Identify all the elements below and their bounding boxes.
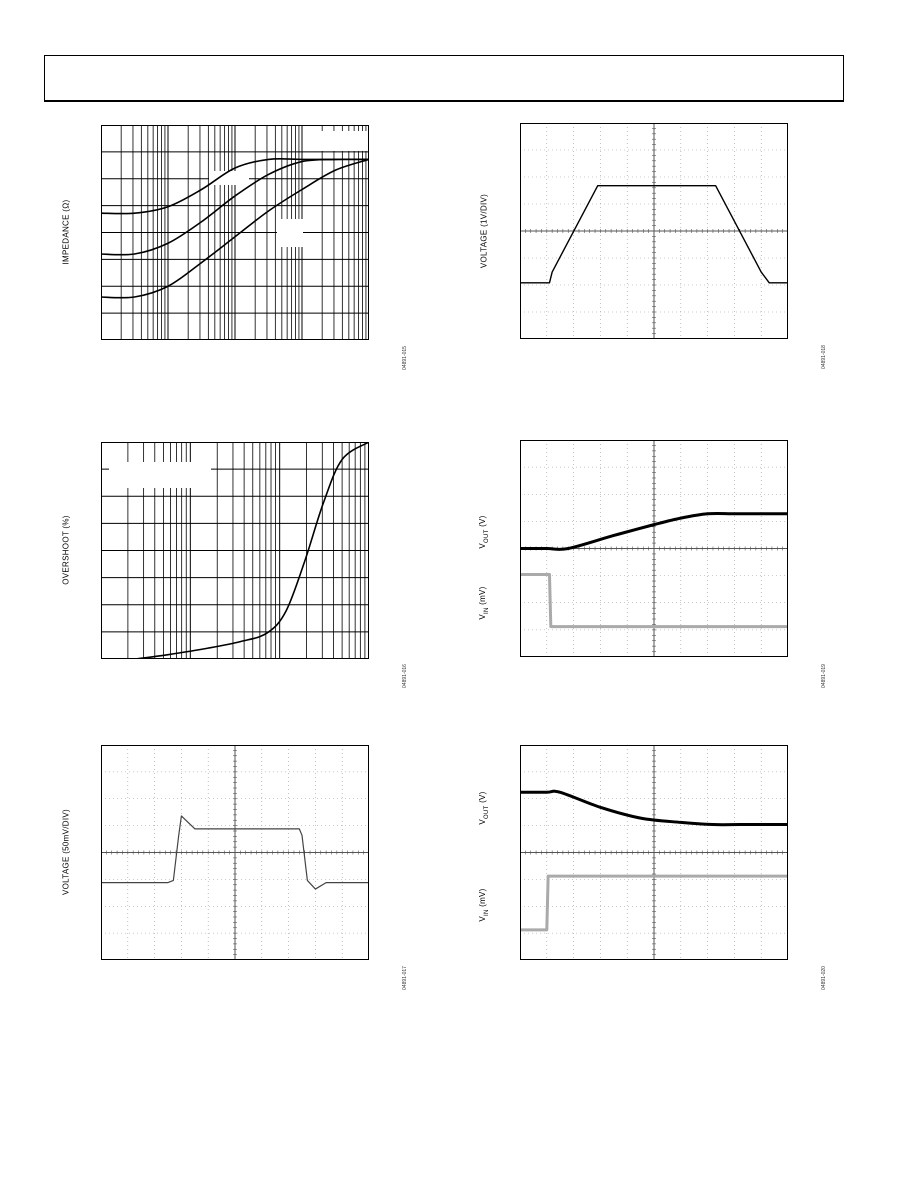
impedance-series-line	[100, 158, 370, 299]
impedance-figure-code: 04891-015	[402, 346, 408, 370]
plot-frame	[101, 442, 369, 659]
legend-box	[277, 219, 303, 247]
load-transient-up-plot	[519, 439, 789, 658]
overshoot-figure-code: 04891-016	[402, 664, 408, 688]
transient-50mv-chart	[100, 744, 370, 961]
load-transient-down-vout-label: VOUT (V)	[478, 791, 490, 825]
load-transient-down-figure-code: 04891-020	[821, 966, 827, 990]
overshoot-y-axis-label: OVERSHOOT (%)	[61, 515, 71, 585]
plot-frame	[101, 745, 369, 960]
transient-50mv-plot	[100, 744, 370, 961]
page-header-box	[44, 55, 844, 102]
load-transient-down-vin-label: VIN (mV)	[478, 888, 490, 922]
plot-frame	[520, 123, 788, 339]
load-transient-up-vout-label: VOUT (V)	[478, 515, 490, 549]
impedance-y-axis-label: IMPEDANCE (Ω)	[61, 199, 71, 265]
impedance-chart	[100, 125, 370, 340]
load-transient-down-plot	[519, 744, 789, 961]
vout-trace	[519, 789, 788, 827]
transient-1v-figure-code: 04891-018	[821, 345, 827, 369]
plot-frame	[520, 440, 788, 657]
overshoot-plot	[101, 441, 370, 660]
load-transient-up-figure-code: 04891-019	[821, 664, 827, 688]
plot-frame	[520, 745, 788, 960]
load-transient-up-chart	[519, 439, 789, 658]
legend-box	[209, 171, 249, 185]
impedance-series-line	[100, 158, 370, 256]
overshoot-series-line	[135, 441, 370, 660]
legend-box	[317, 131, 367, 151]
transient-50mv-y-axis-label: VOLTAGE (50mV/DIV)	[61, 808, 71, 896]
transient-1v-trace	[520, 184, 788, 284]
legend-box	[109, 462, 211, 488]
vin-trace	[520, 573, 788, 629]
load-transient-down-chart	[519, 744, 789, 961]
overshoot-chart	[101, 441, 370, 660]
vout-trace	[520, 511, 788, 551]
load-transient-up-vin-label: VIN (mV)	[478, 586, 490, 620]
transient-50mv-trace	[101, 815, 369, 890]
transient-1v-y-axis-label: VOLTAGE (1V/DIV)	[479, 193, 489, 269]
transient-1v-chart	[519, 122, 789, 340]
plot-frame	[101, 125, 369, 340]
impedance-plot	[100, 125, 370, 340]
vin-trace	[520, 874, 788, 932]
transient-50mv-figure-code: 04891-017	[402, 966, 408, 990]
transient-1v-plot	[519, 122, 789, 340]
